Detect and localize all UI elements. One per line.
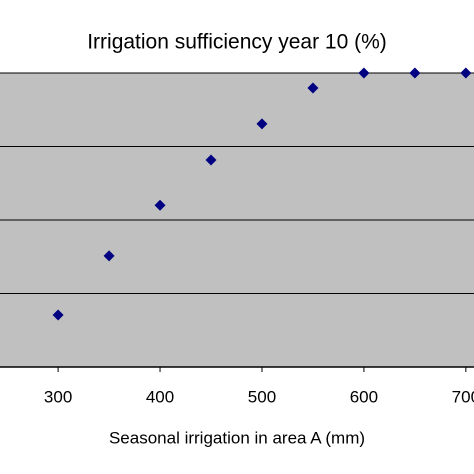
x-tick-label: 400 <box>146 387 174 406</box>
chart-title: Irrigation sufficiency year 10 (%) <box>87 31 387 54</box>
marker <box>409 67 421 79</box>
x-tick-label: 300 <box>44 387 72 406</box>
x-tick-label: 700 <box>452 387 474 406</box>
marker <box>307 82 319 94</box>
x-tick-label: 500 <box>248 387 276 406</box>
marker <box>256 118 268 130</box>
marker <box>103 250 115 262</box>
marker <box>52 309 64 321</box>
x-tick-label: 600 <box>350 387 378 406</box>
marker <box>205 154 217 166</box>
x-axis-label: Seasonal irrigation in area A (mm) <box>109 428 365 447</box>
marker <box>460 67 472 79</box>
marker <box>358 67 370 79</box>
marker <box>154 199 166 211</box>
